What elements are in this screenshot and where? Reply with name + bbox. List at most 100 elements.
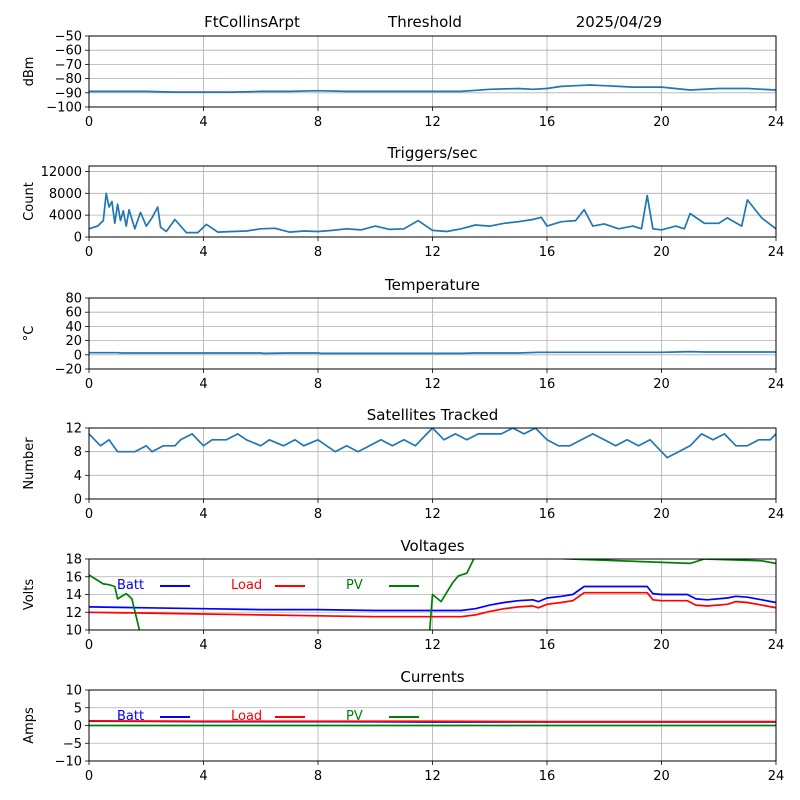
y-axis-label: Volts: [22, 579, 37, 611]
plot-frame: [88, 35, 777, 108]
y-tick-label: 12: [65, 606, 82, 621]
y-tick-label: 12000: [41, 165, 82, 180]
x-tick-label: 0: [85, 377, 93, 392]
header-mode: Threshold: [387, 13, 462, 31]
x-tick-label: 12: [424, 638, 441, 653]
x-tick-label: 4: [199, 638, 207, 653]
panel-title: Satellites Tracked: [367, 406, 498, 424]
x-tick-label: 0: [85, 507, 93, 522]
series-line: [89, 350, 776, 355]
x-tick-label: 24: [768, 769, 785, 784]
x-tick-label: 12: [424, 115, 441, 130]
series-line: [89, 428, 776, 459]
legend-label-batt: Batt: [117, 709, 144, 724]
x-tick-label: 24: [768, 377, 785, 392]
plot-frame: [88, 558, 777, 631]
y-tick-label: 0: [74, 231, 82, 246]
x-tick-label: 4: [199, 377, 207, 392]
y-axis-label: Amps: [22, 707, 37, 744]
y-tick-label: 12: [65, 422, 82, 437]
series-line: [89, 192, 776, 234]
plot-frame: [88, 427, 777, 500]
header-station: FtCollinsArpt: [204, 13, 300, 31]
y-tick-label: 8: [74, 445, 82, 460]
y-tick-label: −70: [55, 58, 82, 73]
y-axis-label: Count: [22, 182, 37, 221]
x-tick-label: 8: [314, 507, 322, 522]
y-tick-label: 18: [65, 553, 82, 568]
x-tick-label: 20: [653, 245, 670, 260]
y-axis-label: Number: [22, 437, 37, 490]
x-tick-label: 20: [653, 115, 670, 130]
x-tick-label: 24: [768, 115, 785, 130]
legend-label-load: Load: [231, 578, 262, 593]
x-tick-label: 0: [85, 769, 93, 784]
y-tick-label: −50: [55, 30, 82, 45]
x-tick-label: 12: [424, 507, 441, 522]
series-line: [89, 84, 776, 93]
y-tick-label: −5: [63, 737, 82, 752]
y-tick-label: −90: [55, 86, 82, 101]
x-tick-label: 20: [653, 769, 670, 784]
x-tick-label: 4: [199, 245, 207, 260]
panel-title: Triggers/sec: [387, 144, 478, 162]
series-line-pv: [89, 559, 776, 630]
y-axis-label: dBm: [22, 57, 37, 87]
y-tick-label: −80: [55, 72, 82, 87]
y-tick-label: −10: [55, 755, 82, 770]
y-tick-label: 4: [74, 469, 82, 484]
y-tick-label: 14: [65, 588, 82, 603]
chart-panel-5: 0 4 8 12 16 20 24 10 12 14 16 18 Batt Load PV Voltages V…: [22, 537, 784, 653]
x-tick-label: 20: [653, 377, 670, 392]
y-axis-label: °C: [22, 326, 37, 342]
x-tick-label: 4: [199, 769, 207, 784]
x-tick-label: 12: [424, 769, 441, 784]
y-tick-label: 0: [74, 719, 82, 734]
y-tick-label: −60: [55, 44, 82, 59]
x-tick-label: 4: [199, 507, 207, 522]
y-tick-label: 16: [65, 570, 82, 585]
panel-title: Currents: [400, 668, 464, 686]
panel-title: Temperature: [384, 276, 480, 294]
x-tick-label: 4: [199, 115, 207, 130]
y-tick-label: 10: [65, 624, 82, 639]
y-tick-label: 8000: [49, 187, 82, 202]
series-line-load: [89, 720, 776, 723]
legend-label-pv: PV: [346, 578, 363, 593]
x-tick-label: 8: [314, 638, 322, 653]
y-tick-label: −100: [46, 101, 82, 116]
chart-panel-6: 0 4 8 12 16 20 24 −10 −5 0 5 10 Batt Load PV Currents Am…: [22, 668, 784, 784]
x-tick-label: 0: [85, 638, 93, 653]
y-tick-label: 0: [74, 348, 82, 363]
x-tick-label: 12: [424, 245, 441, 260]
x-tick-label: 24: [768, 507, 785, 522]
y-tick-label: 20: [65, 334, 82, 349]
x-tick-label: 16: [539, 245, 556, 260]
x-tick-label: 16: [539, 377, 556, 392]
x-tick-label: 20: [653, 638, 670, 653]
y-tick-label: 60: [65, 306, 82, 321]
x-tick-label: 24: [768, 638, 785, 653]
x-tick-label: 20: [653, 507, 670, 522]
x-tick-label: 8: [314, 245, 322, 260]
plot-frame: [88, 297, 777, 370]
x-tick-label: 16: [539, 507, 556, 522]
series-line-batt: [89, 585, 776, 612]
x-tick-label: 8: [314, 115, 322, 130]
y-tick-label: 5: [74, 701, 82, 716]
y-tick-label: 0: [74, 493, 82, 508]
y-tick-label: 80: [65, 292, 82, 307]
chart-panel-4: 0 4 8 12 16 20 24 0 4 8 12 Satellites Tracked Number: [22, 406, 784, 522]
legend-label-pv: PV: [346, 709, 363, 724]
chart-panel-1: 0 4 8 12 16 20 24 −100−90−80−70−60−50 dBm: [22, 30, 784, 131]
x-tick-label: 12: [424, 377, 441, 392]
y-tick-label: 10: [65, 684, 82, 699]
x-tick-label: 0: [85, 115, 93, 130]
panel-title: Voltages: [400, 537, 464, 555]
x-tick-label: 8: [314, 769, 322, 784]
y-tick-label: 40: [65, 320, 82, 335]
x-tick-label: 16: [539, 115, 556, 130]
chart-panel-2: 0 4 8 12 16 20 24 0 4000 8000 12000 Triggers/sec Cou…: [22, 144, 784, 260]
